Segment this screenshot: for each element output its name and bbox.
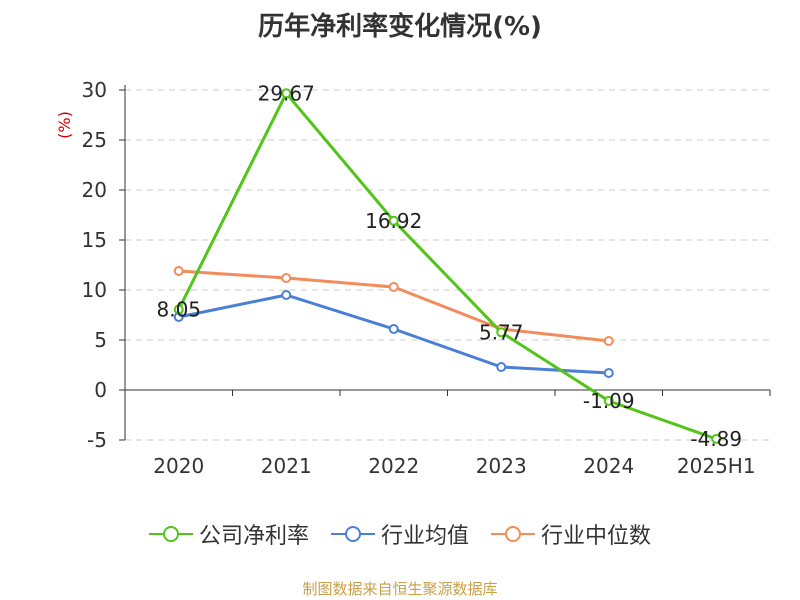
- legend-item-industry-median[interactable]: 行业中位数: [491, 518, 651, 550]
- y-tick-label: 25: [82, 128, 107, 152]
- legend-marker-industry-mean: [330, 526, 375, 542]
- data-point: [281, 88, 292, 99]
- legend-marker-company: [148, 526, 193, 542]
- legend-label-industry-median: 行业中位数: [541, 524, 652, 549]
- data-point: [281, 273, 292, 283]
- data-label: -4.89: [690, 427, 742, 451]
- x-tick-label: 2021: [261, 454, 312, 478]
- legend-item-company[interactable]: 公司净利率: [148, 518, 309, 550]
- data-label: 16.92: [365, 209, 422, 233]
- data-point: [603, 336, 614, 346]
- data-label: 5.77: [479, 320, 524, 344]
- source-footer: 制图数据来自恒生聚源数据库: [302, 580, 498, 598]
- data-label: -1.09: [583, 389, 635, 413]
- chart-title: 历年净利率变化情况(%): [258, 12, 542, 42]
- data-point: [388, 215, 399, 226]
- data-point: [388, 324, 399, 334]
- y-tick-label: 5: [94, 328, 107, 352]
- y-axis-label: (%): [55, 111, 74, 139]
- data-point: [603, 395, 614, 406]
- y-tick-label: 10: [82, 278, 107, 302]
- data-point: [603, 368, 614, 378]
- data-point: [173, 304, 184, 315]
- data-label: 29.67: [258, 81, 315, 105]
- y-tick-label: 0: [94, 378, 107, 402]
- legend: 公司净利率 行业均值 行业中位数: [0, 518, 800, 550]
- data-point: [173, 266, 184, 276]
- x-tick-label: 2023: [476, 454, 527, 478]
- legend-marker-industry-median: [491, 526, 535, 542]
- data-point: [496, 362, 507, 372]
- x-tick-label: 2025H1: [677, 454, 756, 478]
- x-tick-label: 2024: [583, 454, 634, 478]
- legend-item-industry-mean[interactable]: 行业均值: [330, 518, 469, 550]
- y-tick-label: 15: [82, 228, 107, 252]
- y-tick-label: 30: [82, 78, 107, 102]
- x-tick-label: 2022: [368, 454, 419, 478]
- series-line: [177, 91, 717, 441]
- legend-label-industry-mean: 行业均值: [380, 524, 469, 549]
- legend-label-company: 公司净利率: [198, 524, 309, 549]
- y-tick-label: -5: [87, 428, 107, 452]
- x-tick-label: 2020: [153, 454, 204, 478]
- data-point: [281, 290, 292, 300]
- y-tick-label: 20: [82, 178, 107, 202]
- data-point: [388, 282, 399, 292]
- data-label: 8.05: [156, 298, 201, 322]
- data-point: [711, 433, 722, 444]
- data-point: [496, 327, 507, 338]
